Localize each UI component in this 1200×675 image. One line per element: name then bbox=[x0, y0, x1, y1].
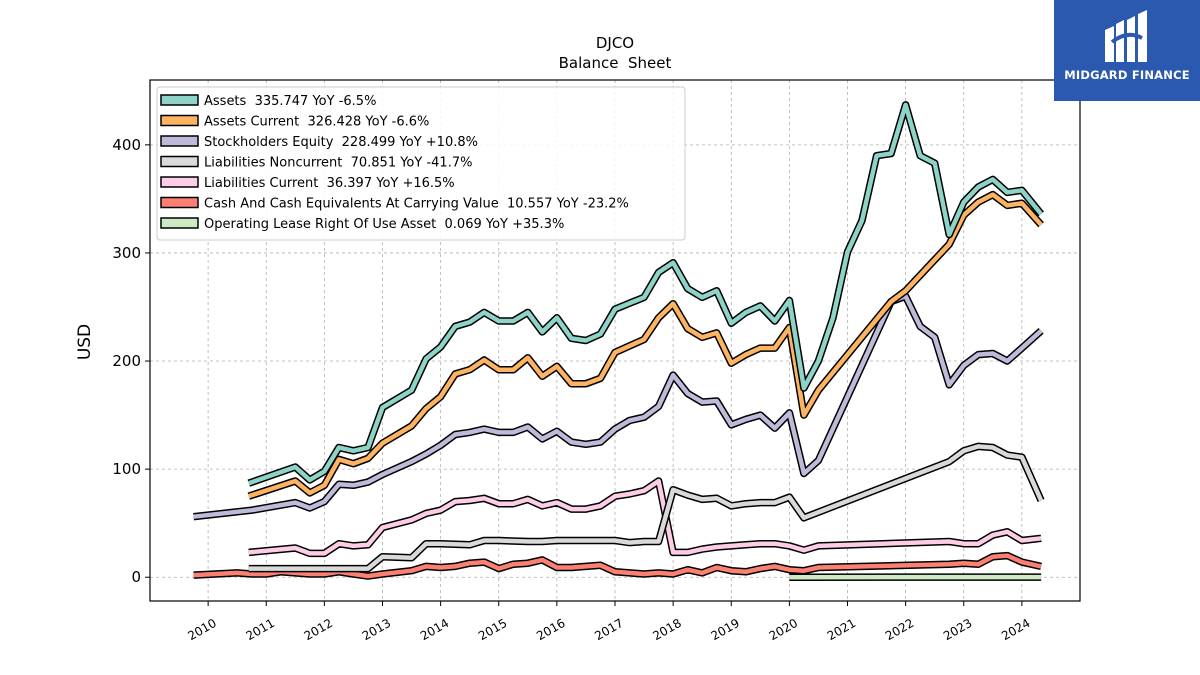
y-tick-label: 0 bbox=[131, 568, 141, 586]
legend-swatch bbox=[160, 114, 199, 127]
chart-subtitle: Balance Sheet bbox=[559, 54, 672, 72]
series-line-outline bbox=[248, 442, 1045, 573]
legend-label: Assets Current 326.428 YoY -6.6% bbox=[204, 115, 429, 130]
y-axis-label: USD bbox=[75, 324, 95, 360]
legend-swatch bbox=[160, 155, 199, 168]
legend-box bbox=[156, 86, 686, 241]
x-tick-label: 2019 bbox=[709, 616, 742, 643]
x-tick-label: 2016 bbox=[534, 616, 567, 643]
x-tick-label: 2015 bbox=[476, 616, 509, 643]
legend-swatch bbox=[160, 196, 199, 209]
y-tick-label: 300 bbox=[112, 244, 141, 262]
legend-swatch bbox=[160, 94, 199, 106]
y-tick-label: 200 bbox=[112, 352, 141, 370]
x-tick-label: 2022 bbox=[883, 616, 916, 643]
x-tick-label: 2024 bbox=[999, 616, 1032, 643]
x-tick-label: 2012 bbox=[302, 616, 335, 643]
series-line bbox=[248, 192, 1043, 499]
x-tick-label: 2017 bbox=[592, 616, 625, 643]
legend-label: Stockholders Equity 228.499 YoY +10.8% bbox=[204, 135, 478, 150]
legend-label: Assets 335.747 YoY -6.5% bbox=[204, 94, 376, 109]
y-tick-label: 100 bbox=[112, 460, 141, 478]
x-tick-label: 2021 bbox=[825, 616, 858, 643]
legend-label: Liabilities Noncurrent 70.851 YoY -41.7% bbox=[204, 156, 472, 171]
chart-title: DJCO bbox=[596, 34, 634, 52]
legend-label: Cash And Cash Equivalents At Carrying Va… bbox=[204, 197, 629, 212]
legend: Assets 335.747 YoY -6.5% Assets Current 3… bbox=[156, 86, 686, 241]
series-lines bbox=[193, 101, 1045, 581]
legend-swatch bbox=[160, 135, 199, 147]
legend-label: Liabilities Current 36.397 YoY +16.5% bbox=[204, 176, 455, 191]
series-line bbox=[248, 102, 1043, 486]
series-line bbox=[248, 444, 1044, 571]
x-tick-label: 2013 bbox=[360, 616, 393, 643]
x-tick-label: 2023 bbox=[941, 616, 974, 643]
series-line bbox=[248, 478, 1042, 556]
legend-swatch bbox=[160, 176, 199, 188]
x-tick-label: 2018 bbox=[650, 616, 683, 643]
y-tick-label: 400 bbox=[112, 136, 141, 154]
x-tick-label: 2011 bbox=[244, 616, 277, 643]
logo-mark-icon bbox=[1105, 10, 1147, 62]
legend-swatch bbox=[160, 217, 199, 229]
x-tick-label: 2010 bbox=[185, 616, 218, 643]
x-tick-label: 2020 bbox=[767, 616, 800, 643]
midgard-finance-logo: MIDGARD FINANCE bbox=[1054, 0, 1200, 101]
x-tick-label: 2014 bbox=[418, 616, 451, 643]
logo-text: MIDGARD FINANCE bbox=[1064, 68, 1190, 82]
legend-label: Operating Lease Right Of Use Asset 0.069… bbox=[204, 217, 564, 232]
series-line bbox=[193, 293, 1043, 519]
